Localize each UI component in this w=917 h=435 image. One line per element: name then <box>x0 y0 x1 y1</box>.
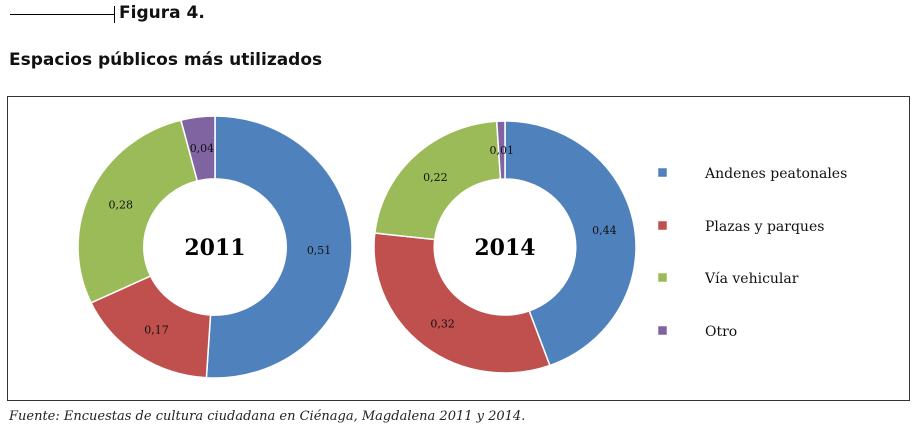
slice-2011-andenes-peatonales <box>205 115 353 379</box>
legend-label-otro: Otro <box>705 324 737 340</box>
legend-swatch-andenes-peatonales <box>657 167 668 178</box>
value-label-2014-plazas-y-parques: 0,32 <box>430 317 455 330</box>
value-label-2014-via-vehicular: 0,22 <box>423 171 448 184</box>
figure-rule-tick <box>114 6 115 23</box>
figure-rule <box>10 14 114 15</box>
value-label-2011-otro: 0,04 <box>190 142 215 155</box>
center-label-2014: 2014 <box>474 235 535 261</box>
donut-2011: 0,51 0,17 0,28 0,04 2011 <box>77 115 353 379</box>
legend-label-via-vehicular: Vía vehicular <box>704 271 799 287</box>
legend-swatch-otro <box>657 325 668 336</box>
legend: Andenes peatonales Plazas y parques Vía ve… <box>657 166 847 340</box>
center-label-2011: 2011 <box>184 235 245 261</box>
slice-2014-plazas-y-parques <box>373 232 551 374</box>
value-label-2011-andenes-peatonales: 0,51 <box>307 244 332 257</box>
figure-label: Figura 4. <box>119 3 205 23</box>
slice-2014-andenes-peatonales <box>504 120 637 367</box>
slice-2011-via-vehicular <box>77 119 199 304</box>
chart-frame: 0,51 0,17 0,28 0,04 2011 0,44 0,32 0,22 0,01 2014… <box>7 96 910 401</box>
slice-2011-otro <box>180 115 216 182</box>
legend-label-plazas-y-parques: Plazas y parques <box>705 219 824 235</box>
donut-2014: 0,44 0,32 0,22 0,01 2014 <box>373 120 637 374</box>
value-label-2014-otro: 0,01 <box>490 144 515 157</box>
slice-2014-via-vehicular <box>373 120 502 241</box>
donut-charts: 0,51 0,17 0,28 0,04 2011 0,44 0,32 0,22 0,01 2014… <box>77 115 847 379</box>
slice-2014-otro <box>495 120 506 180</box>
slice-2011-plazas-y-parques <box>90 275 212 379</box>
source-note: Fuente: Encuestas de cultura ciudadana e… <box>9 409 526 424</box>
legend-swatch-via-vehicular <box>657 272 668 283</box>
legend-label-andenes-peatonales: Andenes peatonales <box>704 166 847 182</box>
chart-title: Espacios públicos más utilizados <box>9 50 323 70</box>
legend-swatch-plazas-y-parques <box>657 220 668 231</box>
value-label-2014-andenes-peatonales: 0,44 <box>592 224 617 237</box>
value-label-2011-via-vehicular: 0,28 <box>109 199 134 212</box>
value-label-2011-plazas-y-parques: 0,17 <box>144 323 169 336</box>
